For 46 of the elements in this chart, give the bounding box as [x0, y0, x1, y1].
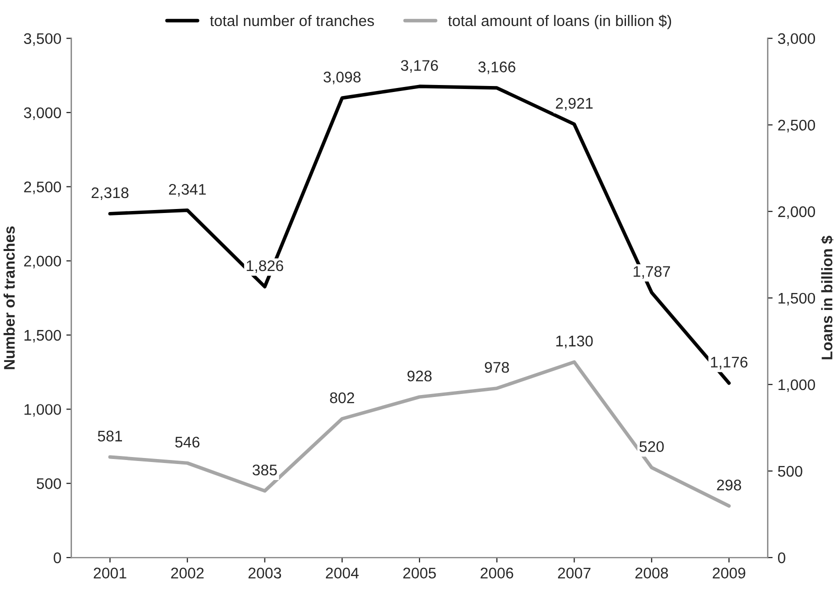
data-label: 3,176 [400, 60, 438, 73]
data-label: 2,921 [556, 98, 593, 111]
y-tick-label: 3,500 [24, 33, 61, 46]
x-tick-label: 2005 [403, 568, 436, 578]
data-label: 1,787 [634, 266, 670, 279]
data-label: 3,098 [324, 72, 361, 84]
y-tick-label: 1,000 [24, 404, 61, 417]
data-label: 928 [407, 370, 432, 382]
x-tick-label: 2001 [94, 568, 126, 578]
data-label: 3,166 [478, 62, 516, 74]
x-tick-label: 2002 [171, 568, 204, 578]
y2-tick-label: 500 [778, 466, 802, 477]
y2-tick-label: 1,500 [778, 292, 816, 306]
y-tick-label: 2,000 [24, 256, 61, 268]
y2-tick-label: 0 [778, 552, 786, 564]
data-label: 802 [330, 392, 354, 404]
data-label: 978 [484, 362, 509, 373]
y2-axis-title: Loans in billion $ [820, 236, 834, 360]
x-tick-label: 2004 [326, 568, 359, 578]
x-tick-label: 2007 [558, 568, 590, 578]
y2-tick-label: 1,000 [778, 379, 816, 392]
data-label: 385 [252, 464, 277, 476]
data-label: 2,318 [92, 187, 128, 200]
data-label: 2,341 [169, 184, 206, 197]
y2-tick-label: 2,000 [778, 206, 816, 219]
x-tick-label: 2006 [480, 568, 514, 578]
data-label: 1,130 [556, 336, 593, 348]
data-label: 1,826 [246, 260, 284, 273]
y2-tick-label: 2,500 [778, 120, 816, 132]
y-tick-label: 1,500 [24, 330, 61, 343]
y-tick-label: 0 [54, 552, 61, 564]
data-label: 1,176 [711, 356, 748, 370]
x-tick-label: 2003 [248, 568, 282, 578]
data-label: 520 [639, 441, 664, 452]
x-tick-label: 2009 [712, 568, 746, 578]
y2-tick-label: 3,000 [778, 33, 816, 46]
data-label: 298 [717, 480, 742, 490]
y-tick-label: 3,000 [24, 107, 61, 120]
y-axis-title: Number of tranches [4, 226, 15, 370]
y-tick-label: 500 [36, 478, 61, 490]
data-label: 546 [175, 436, 200, 448]
x-tick-label: 2008 [635, 568, 668, 578]
legend-label: total number of tranches [210, 14, 374, 26]
data-label: 581 [98, 430, 122, 442]
legend-label: total amount of loans (in billion $) [448, 14, 672, 30]
y-tick-label: 2,500 [24, 182, 61, 194]
